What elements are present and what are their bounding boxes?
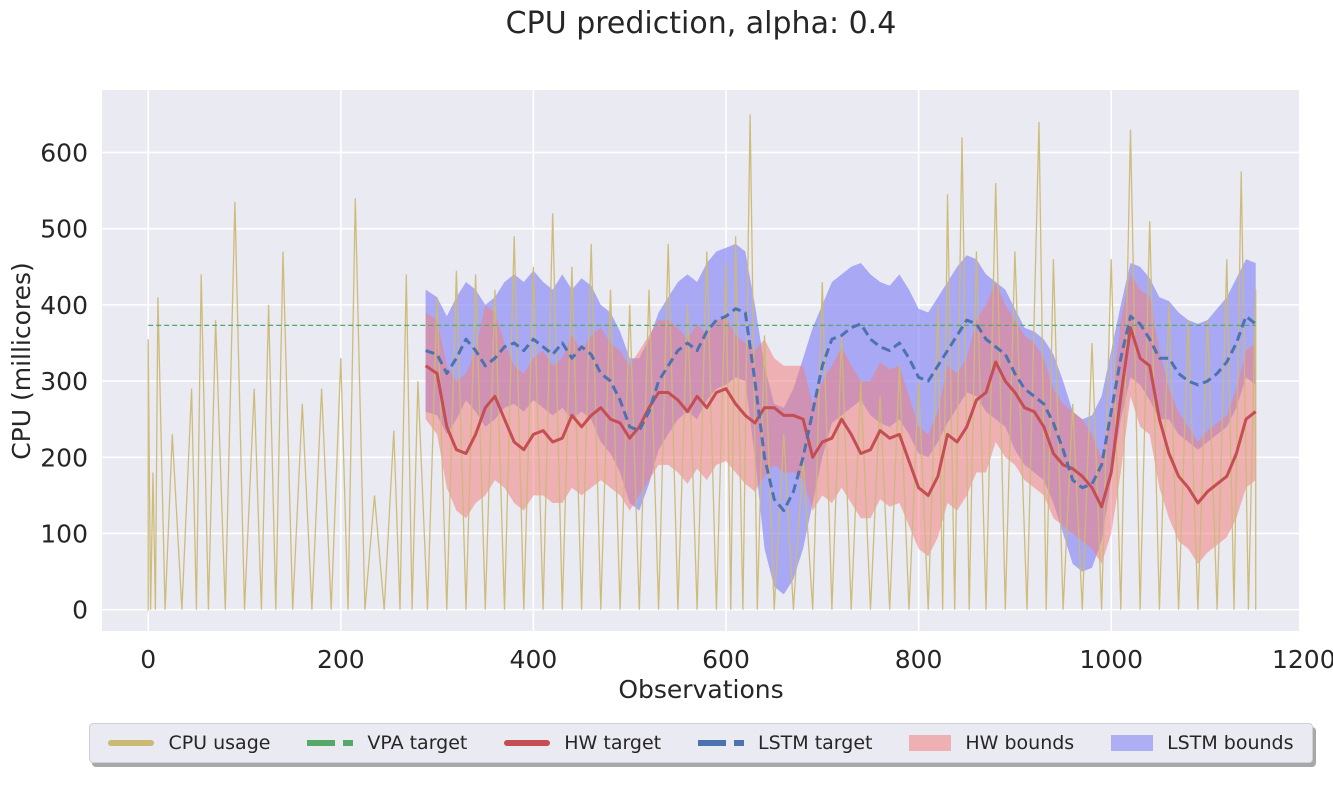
hw-bounds-swatch xyxy=(909,735,952,751)
lstm-target-line xyxy=(425,307,1257,513)
legend-label: LSTM bounds xyxy=(1167,732,1294,754)
y-tick-label: 200 xyxy=(40,443,88,472)
legend-item-lstm-bounds: LSTM bounds xyxy=(1111,732,1294,754)
y-axis-label: CPU (millicores) xyxy=(7,262,36,460)
cpu-usage-line xyxy=(147,114,1257,612)
y-tick-label: 300 xyxy=(40,367,88,396)
legend-item-vpa-target: VPA target xyxy=(307,732,467,754)
x-tick-label: 600 xyxy=(702,645,750,674)
legend-label: CPU usage xyxy=(168,732,271,754)
x-tick-label: 1200 xyxy=(1272,645,1333,674)
y-tick-label: 400 xyxy=(40,291,88,320)
tick-labels: 0 200 400 600 800 1000 1200 0 100 200 300 400 500 600 xyxy=(40,138,1333,674)
lstm-bounds-swatch xyxy=(1111,735,1154,751)
x-tick-label: 400 xyxy=(510,645,558,674)
cpu-usage-series xyxy=(147,114,1257,612)
hw-target-line xyxy=(424,326,1257,509)
legend-item-lstm-target: LSTM target xyxy=(698,732,872,754)
legend-item-cpu-usage: CPU usage xyxy=(108,732,270,754)
y-tick-label: 500 xyxy=(40,215,88,244)
legend-label: HW target xyxy=(564,732,662,754)
legend-item-hw-bounds: HW bounds xyxy=(909,732,1074,754)
y-tick-label: 0 xyxy=(72,596,88,625)
chart-title: CPU prediction, alpha: 0.4 xyxy=(506,6,897,41)
x-tick-label: 200 xyxy=(317,645,365,674)
x-axis-label: Observations xyxy=(618,675,783,704)
target-lines xyxy=(148,307,1257,513)
x-tick-label: 800 xyxy=(895,645,943,674)
legend-item-hw-target: HW target xyxy=(504,732,661,754)
x-tick-label: 0 xyxy=(140,645,156,674)
hw-target-swatch xyxy=(504,740,551,746)
legend: CPU usage VPA target HW target LSTM targ… xyxy=(89,723,1313,763)
legend-label: VPA target xyxy=(367,732,468,754)
y-tick-label: 100 xyxy=(40,519,88,548)
cpu-usage-swatch xyxy=(108,740,155,746)
y-tick-label: 600 xyxy=(40,138,88,167)
legend-label: HW bounds xyxy=(965,732,1075,754)
x-tick-label: 1000 xyxy=(1079,645,1143,674)
lstm-target-swatch xyxy=(698,740,745,746)
legend-label: LSTM target xyxy=(758,732,873,754)
vpa-target-swatch xyxy=(307,740,354,746)
